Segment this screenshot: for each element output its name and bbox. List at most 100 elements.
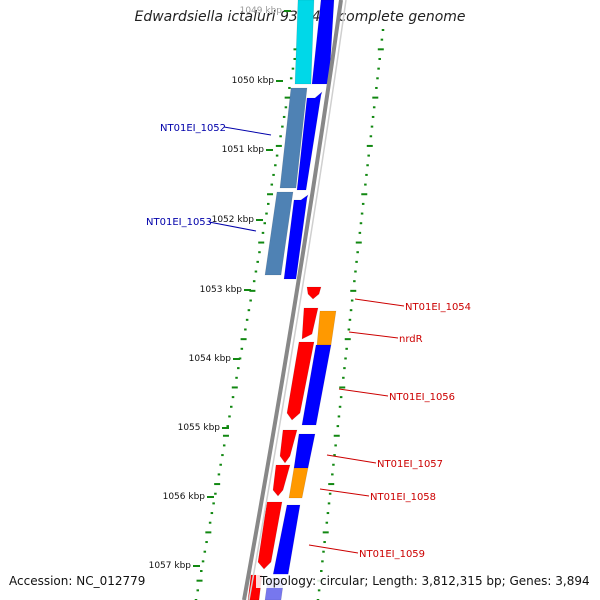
gene-label[interactable]: NT01EI_1054 <box>405 302 471 313</box>
scale-tick <box>233 358 240 360</box>
scale-label: 1057 kbp <box>149 561 192 571</box>
gc-dot-right <box>356 251 359 254</box>
gc-dot-right <box>321 560 324 563</box>
gc-dot-right <box>338 405 342 408</box>
gene-NT01EI_1054[interactable] <box>306 286 322 300</box>
gc-dot-left <box>265 212 268 215</box>
gc-skew-track-left <box>194 29 302 600</box>
scale-tick <box>222 427 229 429</box>
gc-dot-left <box>284 106 288 109</box>
gene-NT01EI_1052[interactable] <box>279 87 308 189</box>
label-leader-line <box>308 544 359 554</box>
gc-dot-right <box>350 289 357 292</box>
scale-label: 1053 kbp <box>200 285 243 295</box>
backbone-track <box>242 0 347 600</box>
gc-dot-left <box>275 144 282 147</box>
gc-dot-left <box>203 550 207 553</box>
cds-plus[interactable] <box>283 194 309 280</box>
cyan-feature[interactable] <box>294 0 315 85</box>
cds-minus[interactable] <box>301 307 319 340</box>
scale-tick <box>266 149 273 151</box>
label-leader-line <box>208 221 257 232</box>
gc-dot-left <box>219 463 222 466</box>
gc-dot-left <box>208 521 212 524</box>
gc-dot-left <box>291 67 295 70</box>
feature-track <box>247 0 337 600</box>
gc-dot-left <box>245 318 249 321</box>
gene-label[interactable]: NT01EI_1052 <box>160 123 226 134</box>
scale-label: 1050 kbp <box>232 76 275 86</box>
label-leader-line <box>223 126 272 136</box>
gc-dot-left <box>222 434 229 437</box>
gc-dot-left <box>279 135 282 138</box>
gene-NT01EI_1057[interactable] <box>279 429 298 464</box>
gc-dot-left <box>226 425 229 428</box>
gc-dot-right <box>348 318 352 321</box>
gc-dot-right <box>347 328 351 331</box>
gc-dot-right <box>354 270 357 273</box>
gc-dot-right <box>325 521 329 524</box>
gc-dot-right <box>377 67 380 70</box>
gene-NT01EI_1058[interactable] <box>272 464 291 497</box>
gc-dot-left <box>240 338 247 341</box>
cds-plus[interactable] <box>296 91 323 191</box>
gene-label[interactable]: NT01EI_1056 <box>389 392 455 403</box>
gc-dot-left <box>258 241 265 244</box>
gc-dot-left <box>244 328 247 331</box>
gc-dot-right <box>353 280 356 283</box>
gc-dot-right <box>376 77 379 80</box>
orange-feature[interactable] <box>288 467 309 499</box>
gc-dot-left <box>238 357 242 360</box>
gene-NT01EI_1059[interactable] <box>257 501 283 570</box>
gene-label[interactable]: NT01EI_1057 <box>377 459 443 470</box>
gc-dot-right <box>366 164 369 167</box>
gc-dot-left <box>214 492 217 495</box>
gc-dot-left <box>289 77 293 80</box>
gene-NT01EI_1056[interactable] <box>286 341 315 421</box>
gc-dot-right <box>345 347 348 350</box>
gc-dot-right <box>380 38 384 41</box>
scale-label: 1054 kbp <box>189 354 232 364</box>
gc-dot-right <box>344 357 347 360</box>
gc-dot-left <box>247 309 251 312</box>
accession-text: Accession: NC_012779 <box>9 574 146 588</box>
gc-dot-left <box>252 280 256 283</box>
gc-dot-right <box>349 309 353 312</box>
gene-NT01EI_1053[interactable] <box>264 191 294 276</box>
gc-dot-right <box>360 212 364 215</box>
gc-dot-right <box>361 202 365 205</box>
gene-label[interactable]: NT01EI_1053 <box>146 217 212 228</box>
gc-dot-right <box>355 260 358 263</box>
gc-dot-left <box>222 444 226 447</box>
label-leader-line <box>319 488 370 497</box>
gc-dot-right <box>358 231 362 234</box>
gc-dot-left <box>263 222 266 225</box>
gc-dot-right <box>328 483 335 486</box>
gc-dot-left <box>249 289 256 292</box>
gc-dot-right <box>370 125 374 128</box>
gc-dot-left <box>288 86 291 89</box>
scale-tick <box>193 565 200 567</box>
cds-plus[interactable] <box>301 344 332 426</box>
gene-label[interactable]: NT01EI_1058 <box>370 492 436 503</box>
gene-label[interactable]: nrdR <box>399 334 423 345</box>
gc-dot-right <box>328 492 332 495</box>
gc-dot-left <box>249 299 252 302</box>
gc-dot-left <box>221 454 224 457</box>
gc-dot-left <box>212 502 215 505</box>
cds-plus[interactable] <box>293 433 316 469</box>
gene-label-layer: NT01EI_1052 NT01EI_1053 NT01EI_1054 nrdR NT0… <box>146 123 471 560</box>
label-leader-line <box>326 454 377 464</box>
scale-label: 1056 kbp <box>163 492 206 502</box>
gc-dot-right <box>343 367 346 370</box>
gene-nrdR[interactable] <box>316 310 337 346</box>
backbone-line <box>242 0 343 600</box>
gc-dot-left <box>267 202 270 205</box>
gc-dot-left <box>256 260 259 263</box>
gc-dot-left <box>231 386 238 389</box>
scale-label: 1052 kbp <box>212 215 255 225</box>
gc-dot-right <box>377 48 384 51</box>
gc-dot-left <box>205 541 208 544</box>
gene-label[interactable]: NT01EI_1059 <box>359 549 425 560</box>
